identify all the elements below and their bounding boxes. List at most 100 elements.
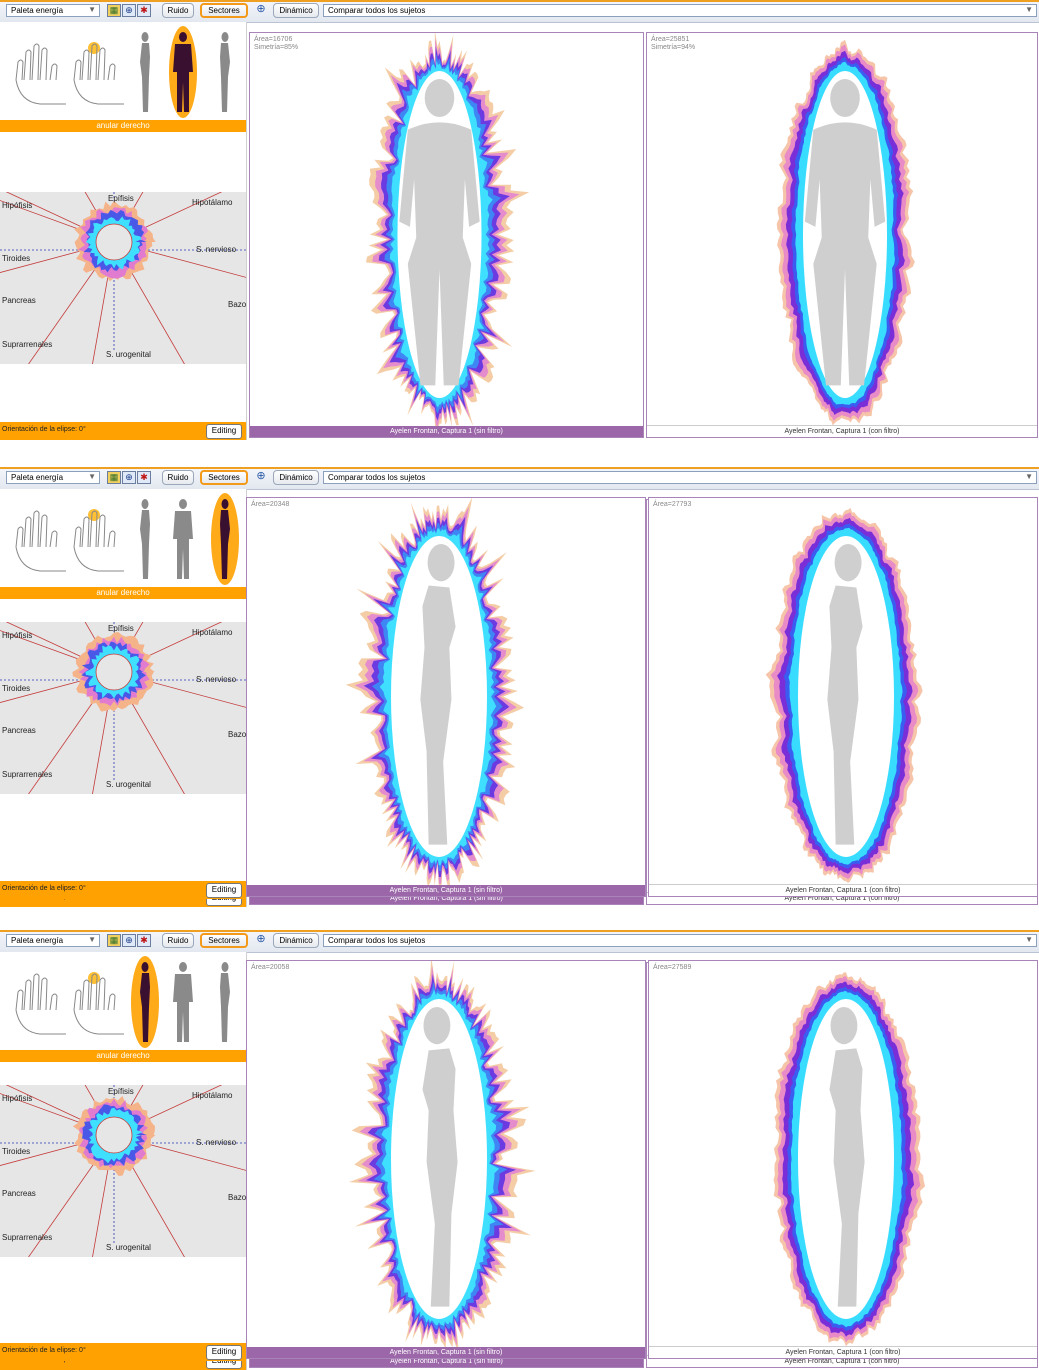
aura-view-unfiltered: Área=16706Simetría=85% Ayelen Frontan, Ca… bbox=[249, 32, 644, 438]
palette-icon[interactable]: ▦ bbox=[107, 471, 121, 484]
orientation-label: Orientación de la elipse: 0° bbox=[2, 1347, 86, 1354]
zoom-icon[interactable]: ⊕ bbox=[254, 934, 268, 947]
left-column: anular derecho Epífisis Hipófisis Hipotálam… bbox=[0, 489, 247, 899]
capture-caption: Ayelen Frontan, Captura 1 (sin filtro) bbox=[250, 426, 643, 437]
sector-label-pancreas: Pancreas bbox=[2, 296, 36, 305]
hand-icon[interactable] bbox=[16, 44, 66, 104]
gdv-panel-1: Paleta energía ▼ ▦ ⊕ ✱ Ruido Sectores ⊕ … bbox=[0, 0, 1039, 440]
palette-select[interactable]: Paleta energía ▼ bbox=[6, 934, 100, 947]
zoom-icon[interactable]: ⊕ bbox=[254, 4, 268, 17]
finger-label: anular derecho bbox=[0, 587, 246, 599]
body-side-icon[interactable] bbox=[140, 32, 150, 112]
compare-select-label: Comparar todos los sujetos bbox=[328, 6, 425, 15]
aura-info: Área=16706Simetría=85% bbox=[254, 36, 298, 52]
sector-label-surogenital: S. urogenital bbox=[106, 780, 151, 789]
sector-label-hipotalamo: Hipotálamo bbox=[192, 1091, 232, 1100]
star-icon[interactable]: ✱ bbox=[137, 4, 151, 17]
body-front-icon[interactable] bbox=[173, 499, 193, 579]
palette-select[interactable]: Paleta energía ▼ bbox=[6, 471, 100, 484]
compare-select[interactable]: Comparar todos los sujetos ▼ bbox=[323, 4, 1037, 17]
ruido-button[interactable]: Ruido bbox=[162, 470, 194, 485]
hand-icon[interactable] bbox=[74, 44, 124, 104]
gdv-panel-3: Paleta energía ▼ ▦ ⊕ ✱ Ruido Sectores ⊕ … bbox=[0, 930, 1039, 1361]
sector-label-snervioso: S. nervioso bbox=[196, 245, 236, 254]
symmetry-value: Simetría=85% bbox=[254, 44, 298, 52]
sector-chart bbox=[0, 622, 246, 794]
area-value: Área=27589 bbox=[653, 964, 691, 972]
area-value: Área=25851 bbox=[651, 36, 695, 44]
sector-label-suprarrenales: Suprarrenales bbox=[2, 770, 52, 779]
sector-label-hipotalamo: Hipotálamo bbox=[192, 198, 232, 207]
window-accent-line bbox=[0, 930, 1039, 932]
aura-view-unfiltered: Área=20058 Ayelen Frontan, Captura 1 (sin… bbox=[246, 960, 646, 1359]
palette-icon[interactable]: ▦ bbox=[107, 934, 121, 947]
body-side-icon[interactable] bbox=[220, 962, 230, 1042]
aura-image bbox=[647, 33, 1038, 428]
compare-select[interactable]: Comparar todos los sujetos ▼ bbox=[323, 471, 1037, 484]
window-accent-line bbox=[0, 467, 1039, 469]
finger-label: anular derecho bbox=[0, 120, 246, 132]
crosshair-icon[interactable]: ⊕ bbox=[122, 4, 136, 17]
sector-label-hipofisis: Hipófisis bbox=[2, 201, 32, 210]
sector-diagram: Epífisis Hipófisis Hipotálamo Tiroides S. ne… bbox=[0, 622, 246, 794]
body-front-icon[interactable] bbox=[173, 962, 193, 1042]
hand-icon[interactable] bbox=[16, 511, 66, 571]
dinamico-button[interactable]: Dinámico bbox=[273, 3, 319, 18]
dinamico-button[interactable]: Dinámico bbox=[273, 933, 319, 948]
sector-label-tiroides: Tiroides bbox=[2, 1147, 30, 1156]
hand-icon[interactable] bbox=[16, 974, 66, 1034]
orientation-label: Orientación de la elipse: 0° bbox=[2, 885, 86, 892]
aura-info: Área=20058 bbox=[251, 964, 289, 972]
hand-icon[interactable] bbox=[74, 511, 124, 571]
palette-icon[interactable]: ▦ bbox=[107, 4, 121, 17]
sectores-button[interactable]: Sectores bbox=[200, 470, 248, 485]
sector-label-epifisis: Epífisis bbox=[108, 194, 134, 203]
orientation-footer: Orientación de la elipse: 0° Editing bbox=[0, 881, 246, 899]
body-side-icon[interactable] bbox=[220, 32, 230, 112]
toolbar: Paleta energía ▼ ▦ ⊕ ✱ Ruido Sectores ⊕ … bbox=[0, 930, 1039, 953]
aura-info: Área=20348 bbox=[251, 501, 289, 509]
chevron-down-icon: ▼ bbox=[88, 472, 96, 482]
compare-select-label: Comparar todos los sujetos bbox=[328, 936, 425, 945]
window-accent-line bbox=[0, 0, 1039, 2]
aura-view-filtered: Área=27793 Ayelen Frontan, Captura 1 (con… bbox=[648, 497, 1038, 897]
sector-label-pancreas: Pancreas bbox=[2, 1189, 36, 1198]
editing-button[interactable]: Editing bbox=[206, 424, 242, 439]
view-selector bbox=[0, 22, 246, 120]
crosshair-icon[interactable]: ⊕ bbox=[122, 471, 136, 484]
compare-select-label: Comparar todos los sujetos bbox=[328, 473, 425, 482]
chevron-down-icon: ▼ bbox=[1025, 5, 1033, 15]
sector-label-snervioso: S. nervioso bbox=[196, 1138, 236, 1147]
view-thumbnails bbox=[0, 489, 246, 585]
sector-chart bbox=[0, 1085, 246, 1257]
sectores-button[interactable]: Sectores bbox=[200, 933, 248, 948]
sectores-button[interactable]: Sectores bbox=[200, 3, 248, 18]
area-value: Área=27793 bbox=[653, 501, 691, 509]
palette-select[interactable]: Paleta energía ▼ bbox=[6, 4, 100, 17]
aura-image bbox=[649, 961, 1038, 1349]
palette-select-label: Paleta energía bbox=[11, 473, 63, 482]
ruido-button[interactable]: Ruido bbox=[162, 933, 194, 948]
chevron-down-icon: ▼ bbox=[88, 935, 96, 945]
toolbar: Paleta energía ▼ ▦ ⊕ ✱ Ruido Sectores ⊕ … bbox=[0, 0, 1039, 23]
sector-chart bbox=[0, 192, 246, 364]
body-side-icon[interactable] bbox=[140, 499, 150, 579]
dinamico-button[interactable]: Dinámico bbox=[273, 470, 319, 485]
star-icon[interactable]: ✱ bbox=[137, 934, 151, 947]
ruido-button[interactable]: Ruido bbox=[162, 3, 194, 18]
hand-icon[interactable] bbox=[74, 974, 124, 1034]
aura-image bbox=[649, 498, 1038, 887]
zoom-icon[interactable]: ⊕ bbox=[254, 471, 268, 484]
view-thumbnails bbox=[0, 952, 246, 1048]
sector-diagram: Epífisis Hipófisis Hipotálamo Tiroides S. ne… bbox=[0, 192, 246, 364]
orientation-footer: Orientación de la elipse: 0° Editing bbox=[0, 422, 246, 440]
editing-button[interactable]: Editing bbox=[206, 1345, 242, 1360]
area-value: Área=16706 bbox=[254, 36, 298, 44]
editing-button[interactable]: Editing bbox=[206, 883, 242, 898]
sector-label-pancreas: Pancreas bbox=[2, 726, 36, 735]
crosshair-icon[interactable]: ⊕ bbox=[122, 934, 136, 947]
toolbar: Paleta energía ▼ ▦ ⊕ ✱ Ruido Sectores ⊕ … bbox=[0, 467, 1039, 490]
aura-info: Área=25851Simetría=94% bbox=[651, 36, 695, 52]
star-icon[interactable]: ✱ bbox=[137, 471, 151, 484]
compare-select[interactable]: Comparar todos los sujetos ▼ bbox=[323, 934, 1037, 947]
